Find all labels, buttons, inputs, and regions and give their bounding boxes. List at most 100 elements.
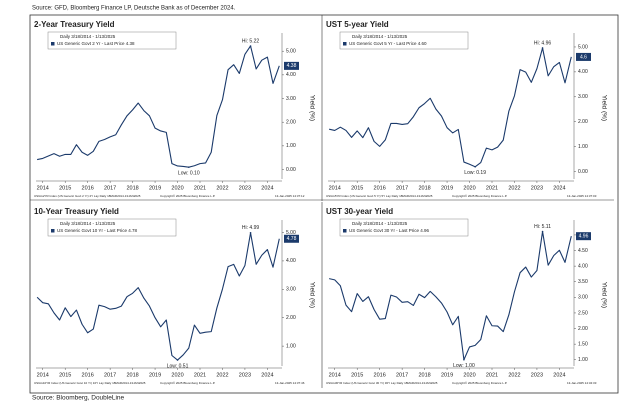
chart-title: 10-Year Treasury Yield — [34, 207, 119, 216]
y-tick-label: 2.50 — [578, 310, 588, 316]
legend-box — [47, 31, 177, 50]
y-tick-label: 3.50 — [578, 279, 588, 285]
x-tick-label: 2017 — [104, 185, 116, 191]
x-tick-label: 2022 — [508, 185, 520, 191]
legend-title: Daily 3/18/2014 - 1/13/2025 — [352, 34, 408, 39]
x-tick-label: 2019 — [149, 372, 161, 378]
x-tick-label: 2020 — [171, 185, 183, 191]
y-tick-label: 4.50 — [578, 248, 588, 254]
y-tick-label: 5.00 — [286, 49, 296, 55]
x-tick-label: 2016 — [82, 185, 94, 191]
x-tick-label: 2017 — [396, 185, 408, 191]
last-price-label: 4.78 — [287, 236, 297, 242]
footer-text: Copyright© 2025 Bloomberg Finance L.P. — [160, 194, 215, 198]
legend-swatch — [343, 229, 347, 233]
x-tick-label: 2021 — [194, 372, 206, 378]
legend-swatch — [51, 42, 55, 46]
frame — [29, 14, 619, 394]
x-tick-label: 2015 — [59, 185, 71, 191]
last-price-box — [284, 61, 299, 70]
chart-title: 2-Year Treasury Yield — [34, 20, 115, 29]
y-axis-label: Yield (%) — [600, 95, 607, 121]
x-tick-label: 2021 — [486, 372, 498, 378]
legend-label: US Generic Govt 10 Yr - Last Price 4.78 — [57, 228, 137, 233]
y-tick-label: 2.00 — [286, 315, 296, 321]
x-tick-label: 2023 — [239, 372, 251, 378]
last-price-label: 4.96 — [579, 233, 589, 239]
hi-label: Hi: 4.99 — [242, 225, 259, 231]
low-marker — [463, 358, 465, 361]
x-tick-label: 2022 — [216, 372, 228, 378]
low-marker — [176, 359, 179, 361]
x-tick-label: 2020 — [463, 185, 475, 191]
hi-label: Hi: 4.96 — [534, 40, 551, 46]
source-bottom: Source: Bloomberg, DoubleLine — [32, 395, 125, 402]
x-tick-label: 2015 — [59, 372, 71, 378]
y-tick-label: 2.00 — [578, 119, 588, 125]
x-tick-label: 2014 — [329, 185, 341, 191]
hi-marker — [249, 45, 252, 47]
x-tick-label: 2024 — [261, 372, 273, 378]
x-tick-label: 2017 — [104, 372, 116, 378]
last-price-box — [284, 234, 299, 243]
x-tick-label: 2014 — [37, 185, 49, 191]
y-tick-label: 1.50 — [578, 341, 588, 347]
legend-label: US Generic Govt 30 Yr - Last Price 4.96 — [349, 228, 429, 233]
series-line — [37, 45, 280, 168]
low-label: Low: 0.19 — [464, 170, 486, 176]
x-tick-label: 2019 — [441, 185, 453, 191]
y-axis-label: Yield (%) — [308, 95, 315, 121]
low-marker — [474, 165, 476, 168]
footer-text: Copyright© 2025 Bloomberg Finance L.P. — [452, 194, 507, 198]
y-tick-label: 3.00 — [286, 287, 296, 293]
hi-marker — [249, 232, 252, 234]
source-top: Source: GFD, Bloomberg Finance LP, Deuts… — [32, 6, 236, 12]
x-tick-label: 2014 — [329, 372, 341, 378]
low-marker — [187, 166, 190, 168]
legend-box — [47, 218, 177, 237]
x-tick-label: 2018 — [418, 372, 430, 378]
legend-label: US Generic Govt 5 Yr - Last Price 4.60 — [349, 41, 427, 46]
y-tick-label: 1.00 — [286, 343, 296, 349]
last-price-label: 4.38 — [287, 63, 297, 69]
low-label: Low: 0.10 — [178, 170, 200, 176]
x-tick-label: 2023 — [531, 372, 543, 378]
x-tick-label: 2016 — [82, 372, 94, 378]
x-tick-label: 2023 — [239, 185, 251, 191]
x-tick-label: 2023 — [531, 185, 543, 191]
footer-text: 13-Jan-2025 14:37:46 — [275, 381, 305, 385]
y-tick-label: 5.00 — [286, 230, 296, 236]
y-tick-label: 4.00 — [286, 258, 296, 264]
x-tick-label: 2022 — [508, 372, 520, 378]
y-tick-label: 3.00 — [578, 295, 588, 301]
chart-title: UST 30-year Yield — [326, 207, 393, 216]
last-price-box — [576, 52, 591, 61]
x-tick-label: 2020 — [463, 372, 475, 378]
legend-swatch — [51, 229, 55, 233]
footer-text: Copyright© 2025 Bloomberg Finance L.P. — [452, 381, 507, 385]
x-tick-label: 2024 — [553, 185, 565, 191]
legend-swatch — [343, 42, 347, 46]
footer-text: 13-Jan-2025 14:37:12 — [275, 194, 305, 198]
footer-text: 13-Jan-2025 14:37:03 — [567, 194, 597, 198]
y-axis-label: Yield (%) — [308, 282, 315, 308]
x-tick-label: 2019 — [441, 372, 453, 378]
low-label: Low: 1.00 — [453, 363, 475, 369]
x-tick-label: 2015 — [351, 372, 363, 378]
y-tick-label: 4.00 — [286, 72, 296, 78]
y-axis-label: Yield (%) — [600, 282, 607, 308]
legend-label: US Generic Govt 2 Yr - Last Price 4.38 — [57, 41, 135, 46]
x-tick-label: 2018 — [126, 185, 138, 191]
y-tick-label: 0.00 — [578, 169, 588, 175]
hi-label: Hi: 5.22 — [242, 38, 259, 44]
chart-title: UST 5-year Yield — [326, 20, 389, 29]
y-tick-label: 3.00 — [286, 96, 296, 102]
x-tick-label: 2021 — [486, 185, 498, 191]
footer-text: 13-Jan-2025 14:34:33 — [567, 381, 597, 385]
y-tick-label: 4.00 — [578, 263, 588, 269]
series-line — [329, 230, 572, 361]
footer-text: USGG10YR Index (US Generic Govt 10 Yr) 1… — [34, 381, 146, 385]
y-tick-label: 0.00 — [286, 167, 296, 173]
